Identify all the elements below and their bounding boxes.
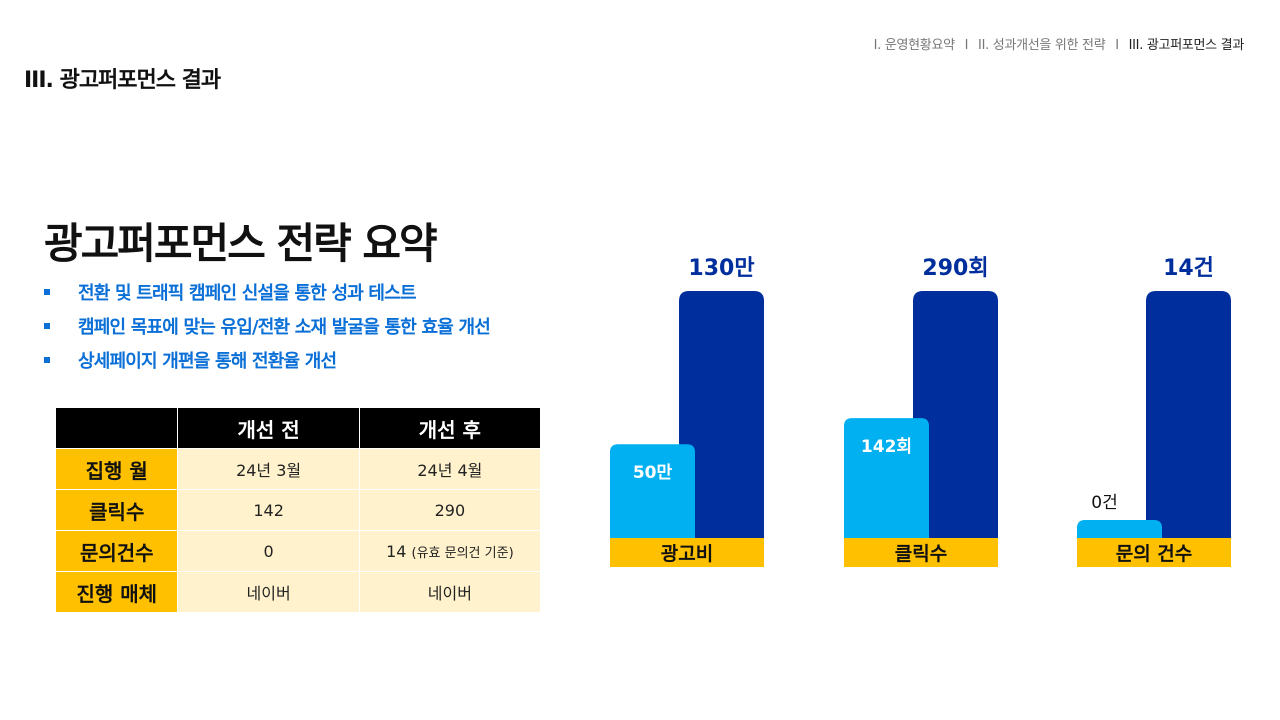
bullet-square-icon <box>44 357 50 363</box>
table-row: 클릭수 142 290 <box>54 489 542 531</box>
list-item-text: 전환 및 트래픽 캠페인 신설을 통한 성과 테스트 <box>78 283 417 304</box>
row-label: 문의건수 <box>54 530 179 572</box>
cell-before: 네이버 <box>177 571 360 613</box>
cell-after: 24년 4월 <box>358 448 542 490</box>
category-label: 클릭수 <box>895 543 947 565</box>
bullet-square-icon <box>44 289 50 295</box>
bar-before-label: 0건 <box>1091 493 1117 513</box>
breadcrumb-separator: I <box>964 38 969 53</box>
row-label: 진행 매체 <box>54 571 179 613</box>
table-row: 문의건수 0 14 (유효 문의건 기준) <box>54 530 542 572</box>
bar-before-label: 142회 <box>861 437 912 457</box>
table-header-row: 개선 전 개선 후 <box>54 407 542 449</box>
breadcrumb-item-strategy[interactable]: II. 성과개선을 위한 전략 <box>978 38 1106 53</box>
cell-after: 290 <box>358 489 542 531</box>
row-label: 클릭수 <box>54 489 179 531</box>
table-row: 진행 매체 네이버 네이버 <box>54 571 542 613</box>
bar-after <box>913 291 998 540</box>
section-title: III. 광고퍼포먼스 결과 <box>24 68 221 93</box>
comparison-table: 개선 전 개선 후 집행 월 24년 3월 24년 4월 클릭수 142 290… <box>54 407 542 613</box>
bullet-square-icon <box>44 323 50 329</box>
strategy-list: 전환 및 트래픽 캠페인 신설을 통한 성과 테스트 캠페인 목표에 맞는 유입… <box>44 275 491 377</box>
cell-before: 0 <box>177 530 360 572</box>
cell-after-value: 290 <box>434 500 466 520</box>
cell-after-value: 네이버 <box>427 584 472 603</box>
bar-before-label: 50만 <box>633 463 673 483</box>
bar-after <box>679 291 764 540</box>
list-item: 상세페이지 개편을 통해 전환율 개선 <box>44 343 490 377</box>
category-label: 문의 건수 <box>1116 543 1193 565</box>
cell-after-value: 14 <box>386 541 407 561</box>
bar-after-label: 130만 <box>688 256 754 281</box>
list-item: 캠페인 목표에 맞는 유입/전환 소재 발굴을 통한 효율 개선 <box>44 309 491 343</box>
category-label: 광고비 <box>661 543 713 565</box>
bar-before <box>844 418 929 540</box>
breadcrumb: I. 운영현황요약 I II. 성과개선을 위한 전략 I III. 광고퍼포먼… <box>873 34 1245 53</box>
cell-after: 네이버 <box>358 571 542 613</box>
cell-before: 24년 3월 <box>177 448 360 490</box>
table-row: 집행 월 24년 3월 24년 4월 <box>54 448 542 490</box>
bar-after-label: 14건 <box>1163 256 1214 281</box>
cell-after-value: 24년 4월 <box>417 461 483 480</box>
bar-before <box>1077 520 1162 540</box>
table-header-after: 개선 후 <box>358 407 542 449</box>
breadcrumb-item-overview[interactable]: I. 운영현황요약 <box>873 38 955 53</box>
breadcrumb-item-results[interactable]: III. 광고퍼포먼스 결과 <box>1128 38 1245 53</box>
cell-after-note: (유효 문의건 기준) <box>411 545 514 561</box>
breadcrumb-separator: I <box>1115 38 1119 53</box>
list-item-text: 상세페이지 개편을 통해 전환율 개선 <box>78 351 337 372</box>
bar-after-label: 290회 <box>922 256 988 281</box>
cell-after: 14 (유효 문의건 기준) <box>358 530 542 572</box>
category-band <box>1077 538 1231 567</box>
list-item-text: 캠페인 목표에 맞는 유입/전환 소재 발굴을 통한 효율 개선 <box>78 317 491 338</box>
page-title: 광고퍼포먼스 전략 요약 <box>44 219 438 268</box>
list-item: 전환 및 트래픽 캠페인 신설을 통한 성과 테스트 <box>44 275 490 309</box>
category-band <box>844 538 998 567</box>
table-header-blank <box>54 407 179 449</box>
bar-after <box>1146 291 1231 540</box>
cell-before: 142 <box>177 489 360 531</box>
bar-before <box>610 444 695 540</box>
row-label: 집행 월 <box>54 448 179 490</box>
category-band <box>610 538 764 567</box>
